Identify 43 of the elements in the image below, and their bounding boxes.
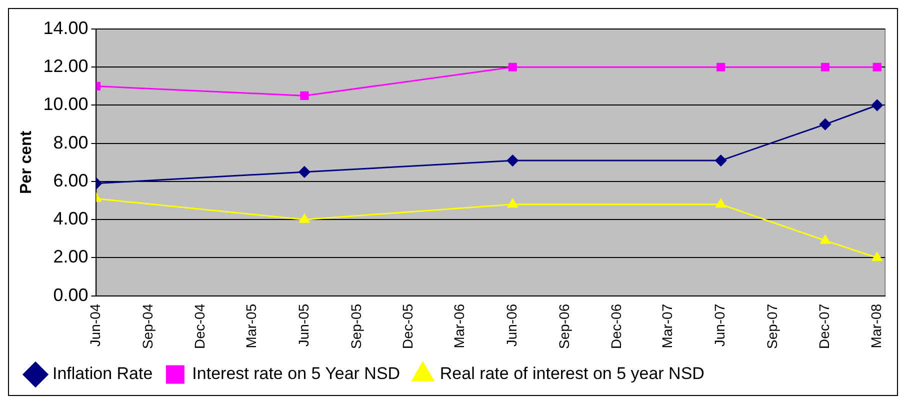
- point: [300, 91, 309, 100]
- x-tick-label: Mar-05: [242, 304, 259, 348]
- y-tick-label: 6.00: [53, 170, 88, 190]
- legend-label: Inflation Rate: [52, 364, 153, 384]
- x-tick-label: Mar-08: [868, 304, 884, 348]
- x-tick-label: Dec-05: [400, 304, 416, 349]
- y-tick-label: 4.00: [53, 208, 88, 229]
- y-tick-label: 2.00: [53, 246, 88, 267]
- x-tick-label: Mar-06: [451, 304, 468, 348]
- point: [872, 252, 882, 261]
- point: [299, 214, 310, 223]
- y-tick-label: 10.00: [43, 94, 88, 114]
- point: [506, 154, 518, 166]
- x-tick-label: Jun-07: [712, 304, 728, 347]
- point: [508, 198, 518, 208]
- legend-label: Interest rate on 5 Year NSD: [192, 364, 400, 384]
- x-tick-label: Jun-06: [503, 304, 520, 347]
- y-axis-title: Per cent: [18, 130, 36, 194]
- x-tick-label: Dec-07: [816, 304, 832, 349]
- point: [872, 62, 882, 72]
- x-tick-label: Sep-04: [140, 304, 156, 350]
- x-tick-label: Sep-06: [556, 304, 572, 350]
- point: [820, 62, 830, 72]
- x-tick-label: Sep-07: [764, 304, 780, 350]
- point: [716, 62, 726, 72]
- y-tick-label: 12.00: [43, 56, 88, 76]
- point: [819, 118, 831, 130]
- point: [716, 198, 726, 208]
- x-tick-label: Dec-06: [608, 304, 624, 349]
- x-tick-label: Dec-04: [191, 304, 208, 349]
- x-tick-label: Sep-05: [348, 304, 364, 350]
- x-tick-label: Jun-04: [87, 304, 104, 347]
- y-tick-label: 8.00: [53, 132, 88, 152]
- point: [508, 62, 517, 72]
- x-tick-label: Jun-05: [295, 304, 312, 347]
- y-tick-label: 0.00: [53, 284, 88, 305]
- point: [715, 154, 727, 166]
- point: [820, 234, 830, 244]
- point: [298, 166, 310, 178]
- y-tick-label: 14.00: [43, 18, 88, 38]
- legend-label: Real rate of interest on 5 year NSD: [440, 364, 704, 384]
- x-tick-label: Mar-07: [659, 304, 676, 348]
- point: [871, 99, 883, 111]
